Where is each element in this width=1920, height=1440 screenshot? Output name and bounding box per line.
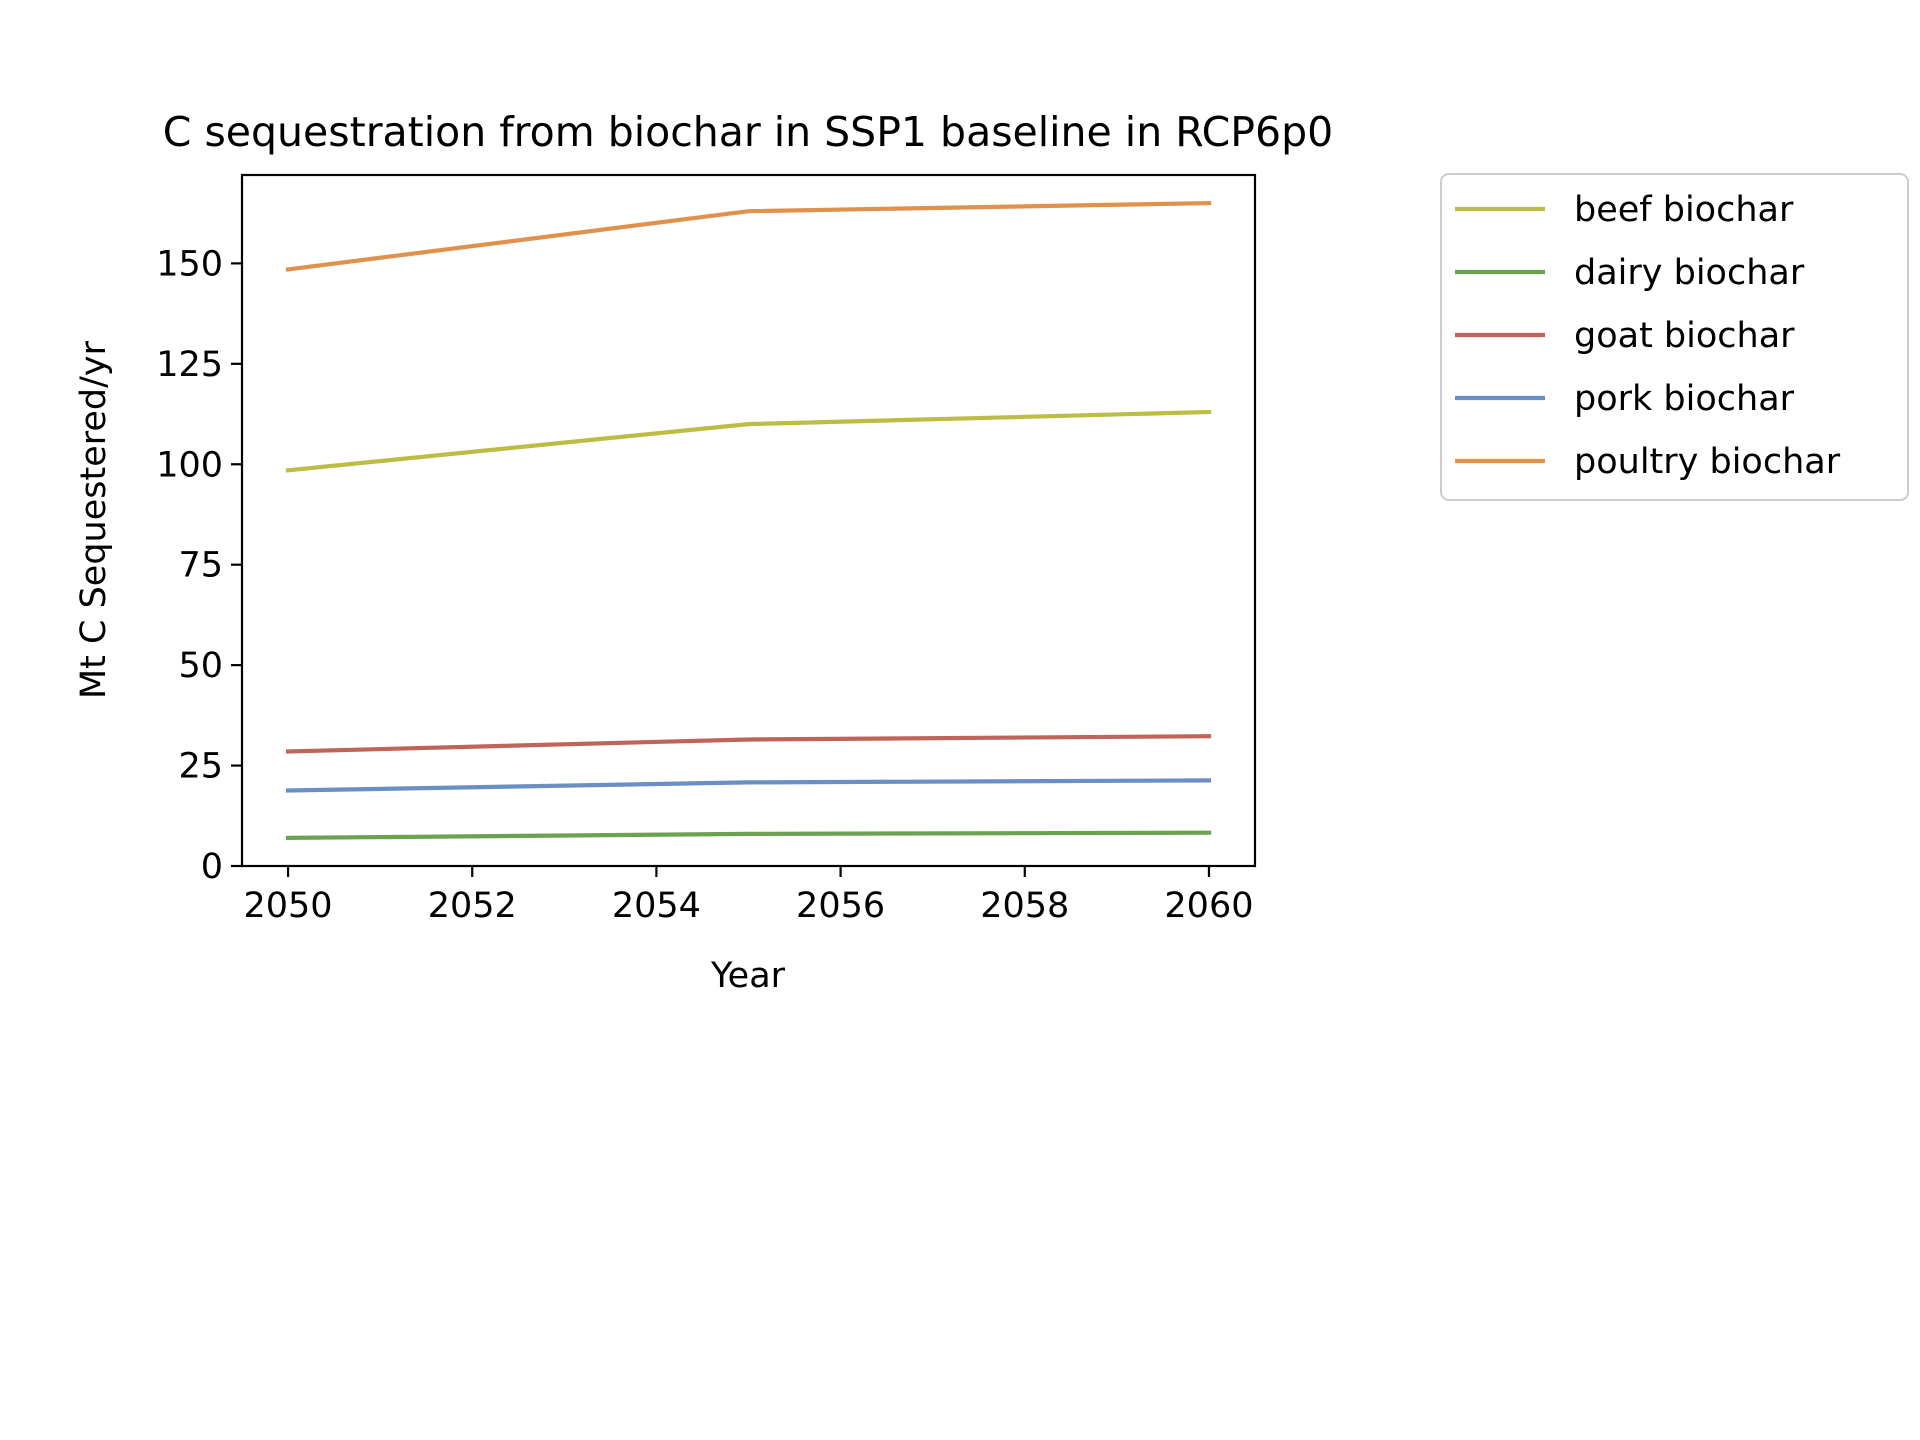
x-tick-label: 2056 <box>796 886 885 926</box>
chart-title: C sequestration from biochar in SSP1 bas… <box>163 108 1333 156</box>
plot-frame <box>240 173 1257 868</box>
x-axis-label: Year <box>710 956 786 996</box>
legend-label: beef biochar <box>1574 190 1794 230</box>
plot-background <box>242 175 1255 866</box>
x-axis-ticks: 2050 2052 2054 2056 2058 2060 <box>244 866 1253 926</box>
legend-label: poultry biochar <box>1574 442 1841 482</box>
legend: beef biochar dairy biochar goat biochar por… <box>1440 173 1909 501</box>
series-line-goat-biochar <box>285 734 1212 754</box>
series-lines <box>285 200 1212 841</box>
legend-label: pork biochar <box>1574 379 1795 419</box>
y-axis-ticks: 0 25 50 75 100 125 150 <box>156 244 242 887</box>
series-line-beef-biochar <box>285 409 1212 473</box>
x-tick-label: 2058 <box>980 886 1069 926</box>
legend-label: dairy biochar <box>1574 253 1805 293</box>
x-tick-label: 2054 <box>612 886 701 926</box>
y-tick-label: 75 <box>178 546 223 586</box>
x-tick-label: 2060 <box>1164 886 1253 926</box>
plot-area: 2050 2052 2054 2056 2058 2060 0 25 50 75 100 125 15… <box>156 173 1257 926</box>
y-tick-label: 150 <box>156 244 223 284</box>
y-tick-label: 50 <box>178 646 223 686</box>
y-tick-label: 100 <box>156 445 223 485</box>
y-tick-label: 25 <box>178 747 223 787</box>
x-tick-label: 2052 <box>428 886 517 926</box>
x-tick-label: 2050 <box>244 886 333 926</box>
y-tick-label: 0 <box>201 847 223 887</box>
y-tick-label: 125 <box>156 345 223 385</box>
legend-items: beef biochar dairy biochar goat biochar por… <box>1455 190 1841 482</box>
legend-label: goat biochar <box>1574 316 1795 356</box>
series-line-pork-biochar <box>285 778 1212 793</box>
legend-box <box>1440 173 1909 501</box>
y-axis-label: Mt C Sequestered/yr <box>74 340 114 699</box>
series-line-poultry-biochar <box>285 200 1212 272</box>
series-line-dairy-biochar <box>285 830 1212 841</box>
